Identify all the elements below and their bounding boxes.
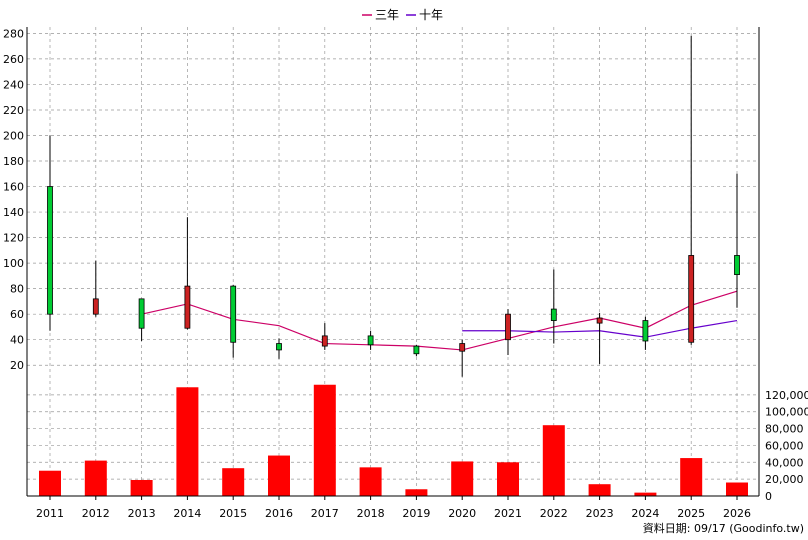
- candle-body: [596, 317, 603, 324]
- volume-axis: 0 20,000 40,000 60,000 80,000 100,000 120,000: [765, 389, 808, 503]
- price-tick-label: 160: [3, 181, 24, 194]
- volume-tick-label: 120,000: [765, 389, 808, 402]
- volume-bar: [497, 462, 519, 496]
- candle-body: [688, 255, 695, 343]
- volume-tick-label: 40,000: [765, 456, 804, 469]
- year-tick-label: 2016: [265, 507, 293, 520]
- year-axis: 2011 2012 2013 2014 2015 2016 2017 2018 2019 2020…: [36, 496, 751, 520]
- volume-bar: [680, 458, 703, 496]
- price-tick-label: 120: [3, 232, 24, 245]
- legend: 三年 十年: [362, 8, 443, 22]
- year-tick-label: 2013: [128, 507, 156, 520]
- candle-body: [230, 285, 237, 343]
- year-tick-label: 2025: [677, 507, 705, 520]
- year-tick-label: 2014: [173, 507, 201, 520]
- candlesticks: [47, 35, 740, 377]
- ma-line-0: [141, 290, 738, 351]
- grid: [27, 27, 759, 496]
- year-tick-label: 2019: [402, 507, 430, 520]
- volume-bar: [451, 461, 474, 496]
- candle-body: [321, 335, 328, 347]
- volume-tick-label: 60,000: [765, 439, 804, 452]
- year-tick-label: 2026: [723, 507, 751, 520]
- volume-bar: [542, 425, 565, 496]
- volume-bars: [39, 384, 748, 496]
- volume-tick-label: 100,000: [765, 406, 808, 419]
- price-tick-label: 260: [3, 53, 24, 66]
- price-tick-label: 60: [10, 308, 24, 321]
- candle-body: [505, 313, 511, 341]
- data-date-footer: 資料日期: 09/17 (Goodinfo.tw): [643, 521, 804, 535]
- volume-bar: [726, 482, 748, 496]
- chart-frame: [26, 27, 760, 497]
- volume-tick-label: 20,000: [765, 473, 804, 486]
- candle-body: [92, 298, 99, 315]
- candle-body: [734, 255, 740, 276]
- price-tick-label: 280: [3, 27, 24, 40]
- volume-bar: [405, 489, 428, 496]
- volume-bar: [39, 470, 61, 496]
- price-tick-label: 40: [10, 334, 24, 347]
- candle-body: [138, 298, 145, 329]
- legend-label-10yr: 十年: [419, 8, 443, 22]
- year-tick-label: 2023: [586, 507, 614, 520]
- volume-tick-label: 0: [765, 490, 772, 503]
- volume-bar: [176, 387, 199, 496]
- price-tick-label: 240: [3, 78, 24, 91]
- candle-body: [276, 343, 282, 351]
- candle-body: [459, 343, 466, 352]
- price-tick-label: 80: [10, 283, 24, 296]
- year-tick-label: 2012: [82, 507, 110, 520]
- year-tick-label: 2017: [311, 507, 339, 520]
- volume-bar: [313, 384, 336, 496]
- candle-body: [413, 345, 420, 355]
- price-tick-label: 200: [3, 129, 24, 142]
- candle-body: [550, 308, 557, 321]
- volume-bar: [84, 460, 107, 496]
- price-tick-label: 140: [3, 206, 24, 219]
- price-tick-label: 180: [3, 155, 24, 168]
- volume-bar: [130, 479, 153, 496]
- candle-body: [642, 320, 649, 342]
- volume-bar: [268, 455, 290, 496]
- price-tick-label: 20: [10, 359, 24, 372]
- year-tick-label: 2021: [494, 507, 522, 520]
- volume-bar: [634, 492, 657, 496]
- price-tick-label: 100: [3, 257, 24, 270]
- price-axis: 20 40 60 80 100 120 140 160 180 200 220 240 260 280: [3, 27, 24, 372]
- volume-tick-label: 80,000: [765, 423, 804, 436]
- year-tick-label: 2011: [36, 507, 64, 520]
- year-tick-label: 2015: [219, 507, 247, 520]
- year-tick-label: 2024: [631, 507, 659, 520]
- price-tick-label: 220: [3, 104, 24, 117]
- year-tick-label: 2022: [540, 507, 568, 520]
- year-tick-label: 2018: [357, 507, 385, 520]
- candle-body: [184, 285, 191, 329]
- year-tick-label: 2020: [448, 507, 476, 520]
- candle-body: [367, 335, 374, 346]
- volume-bar: [222, 468, 245, 496]
- legend-label-3yr: 三年: [375, 8, 399, 22]
- candle-body: [47, 186, 53, 315]
- volume-bar: [359, 467, 382, 496]
- volume-bar: [588, 484, 611, 496]
